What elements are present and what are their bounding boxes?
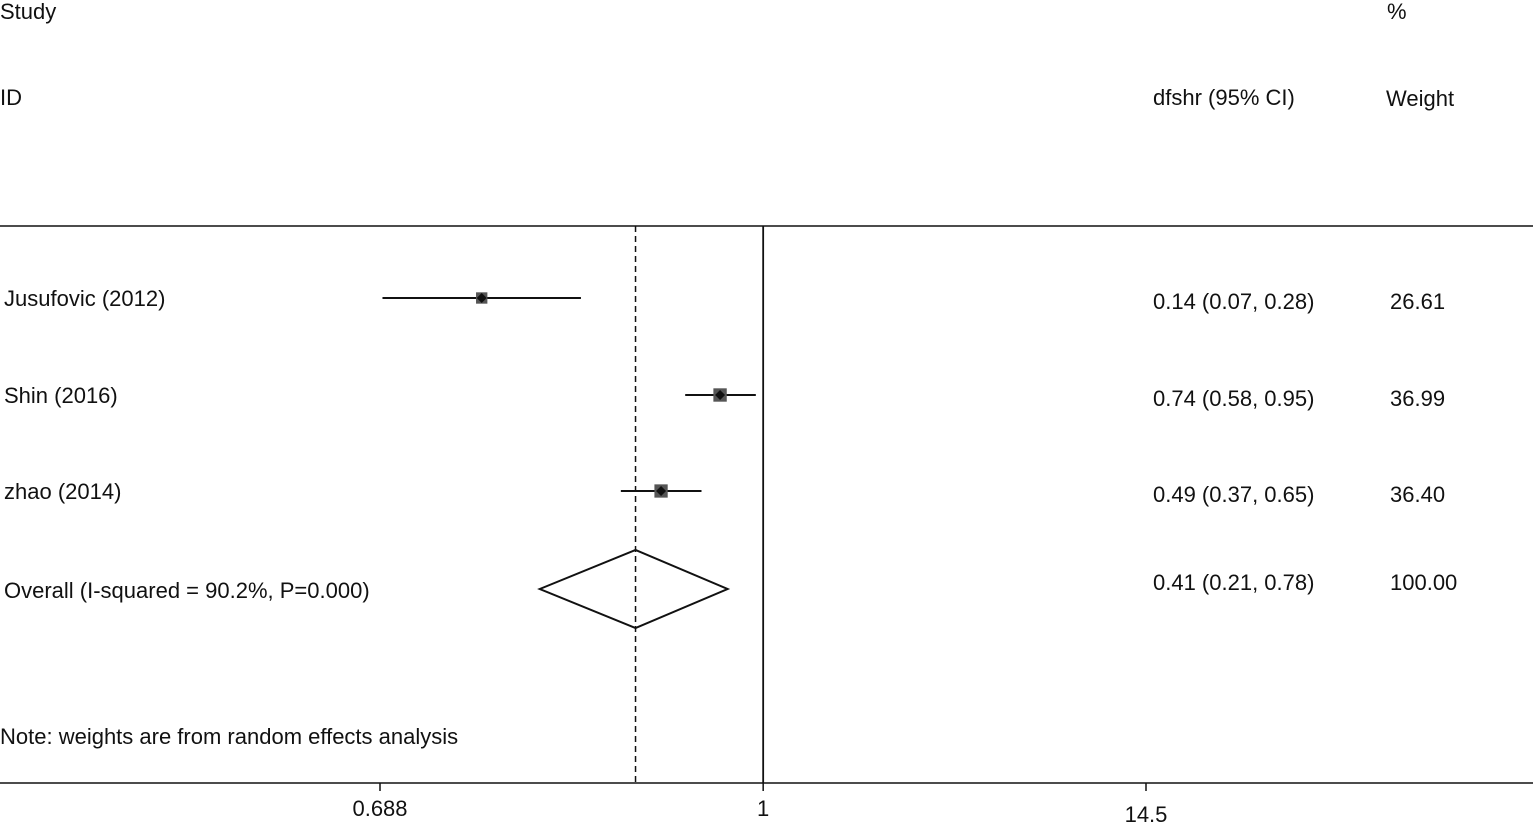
- point-estimate: [715, 390, 726, 400]
- overall-diamond: [537, 548, 731, 630]
- study-label: Shin (2016): [4, 383, 118, 408]
- effect-label: 0.74 (0.58, 0.95): [1153, 386, 1314, 411]
- point-estimate: [476, 293, 487, 303]
- percent-header: %: [1387, 0, 1407, 24]
- overall-effect-label: 0.41 (0.21, 0.78): [1153, 570, 1314, 595]
- note: Note: weights are from random effects an…: [0, 724, 458, 749]
- weight-label: 36.99: [1390, 386, 1445, 411]
- id-header: ID: [0, 85, 22, 110]
- effect-label: 0.49 (0.37, 0.65): [1153, 482, 1314, 507]
- x-tick-label: 0.688: [352, 796, 407, 821]
- overall-label: Overall (I-squared = 90.2%, P=0.000): [4, 578, 370, 603]
- weight-label: 36.40: [1390, 482, 1445, 507]
- x-tick-label: 1: [757, 796, 769, 821]
- effect-label: 0.14 (0.07, 0.28): [1153, 289, 1314, 314]
- point-estimate: [656, 486, 667, 496]
- weight-label: 26.61: [1390, 289, 1445, 314]
- study-label: Jusufovic (2012): [4, 286, 165, 311]
- study-header: Study: [0, 0, 56, 24]
- study-label: zhao (2014): [4, 479, 121, 504]
- weight-header: Weight: [1386, 86, 1454, 111]
- effect-header: dfshr (95% CI): [1153, 85, 1295, 110]
- overall-weight-label: 100.00: [1390, 570, 1457, 595]
- x-tick-label: 14.5: [1125, 802, 1168, 824]
